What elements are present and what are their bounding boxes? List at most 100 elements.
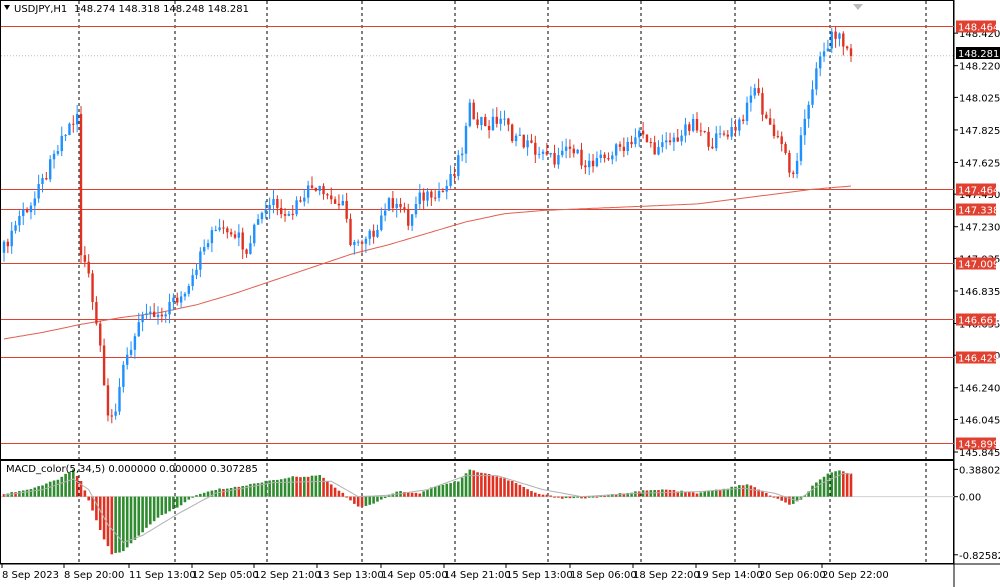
macd-bar[interactable] — [199, 493, 202, 497]
candle-bull[interactable] — [114, 411, 117, 416]
macd-bar[interactable] — [572, 496, 576, 499]
candle-bull[interactable] — [414, 204, 418, 215]
macd-bar[interactable] — [314, 475, 318, 497]
macd-bar[interactable] — [483, 473, 487, 497]
candle-bull[interactable] — [838, 33, 841, 39]
macd-bar[interactable] — [453, 481, 456, 497]
macd-bar[interactable] — [422, 491, 425, 497]
candle-bull[interactable] — [499, 118, 502, 124]
candle-bull[interactable] — [634, 137, 637, 145]
macd-bar[interactable] — [741, 485, 745, 497]
macd-bar[interactable] — [791, 496, 795, 504]
candle-bear[interactable] — [607, 158, 610, 160]
candle-bear[interactable] — [291, 213, 294, 215]
macd-bar[interactable] — [206, 491, 210, 497]
candle-bull[interactable] — [822, 51, 826, 57]
candle-bull[interactable] — [68, 123, 71, 135]
candle-bear[interactable] — [434, 197, 437, 199]
macd-bar[interactable] — [179, 496, 183, 506]
macd-bar[interactable] — [33, 487, 37, 497]
candle-bear[interactable] — [522, 134, 525, 148]
candle-bull[interactable] — [172, 297, 175, 302]
macd-bar[interactable] — [72, 469, 75, 497]
macd-bar[interactable] — [183, 496, 187, 503]
candle-bull[interactable] — [410, 214, 414, 226]
candle-bear[interactable] — [668, 140, 672, 143]
macd-bar[interactable] — [634, 491, 637, 497]
macd-bar[interactable] — [757, 489, 760, 497]
candle-bull[interactable] — [129, 349, 133, 355]
symbol-label[interactable]: USDJPY,H1 — [14, 4, 67, 15]
macd-bar[interactable] — [160, 496, 164, 515]
candle-bull[interactable] — [665, 140, 668, 143]
candle-bull[interactable] — [306, 185, 310, 198]
candle-bull[interactable] — [426, 191, 429, 201]
macd-bar[interactable] — [303, 476, 306, 497]
macd-bar[interactable] — [118, 496, 121, 553]
candle-bear[interactable] — [742, 119, 745, 121]
candle-bull[interactable] — [526, 140, 529, 148]
macd-bar[interactable] — [237, 486, 241, 497]
candle-bear[interactable] — [545, 151, 549, 155]
candle-bull[interactable] — [819, 56, 822, 69]
candle-bull[interactable] — [249, 243, 252, 254]
candle-bull[interactable] — [199, 251, 202, 270]
candle-bear[interactable] — [780, 136, 783, 145]
macd-bar[interactable] — [430, 487, 433, 497]
candle-bull[interactable] — [537, 153, 541, 155]
macd-bar[interactable] — [110, 496, 114, 555]
macd-bar[interactable] — [48, 481, 52, 497]
candle-bear[interactable] — [280, 207, 283, 215]
candle-bull[interactable] — [730, 126, 733, 137]
macd-bar[interactable] — [549, 495, 552, 497]
macd-bar[interactable] — [626, 493, 629, 497]
macd-bar[interactable] — [557, 496, 560, 498]
macd-bar[interactable] — [172, 496, 175, 510]
macd-bar[interactable] — [372, 496, 375, 504]
macd-bar[interactable] — [279, 479, 283, 497]
macd-bar[interactable] — [672, 489, 676, 497]
candle-bull[interactable] — [56, 151, 60, 154]
macd-bar[interactable] — [114, 496, 117, 553]
macd-bar[interactable] — [360, 496, 364, 507]
candle-bear[interactable] — [106, 385, 110, 416]
candle-bull[interactable] — [657, 147, 660, 155]
candle-bear[interactable] — [630, 141, 633, 145]
macd-bar[interactable] — [349, 496, 352, 501]
macd-bar[interactable] — [576, 496, 579, 498]
macd-bar[interactable] — [364, 496, 368, 506]
candle-bear[interactable] — [233, 234, 237, 238]
macd-bar[interactable] — [91, 496, 94, 511]
candle-bull[interactable] — [749, 95, 753, 103]
macd-bar[interactable] — [68, 471, 71, 497]
candle-bull[interactable] — [691, 118, 695, 131]
chart-shift-marker-icon[interactable] — [853, 4, 863, 10]
candle-bear[interactable] — [176, 297, 179, 303]
candle-bear[interactable] — [703, 131, 706, 133]
macd-bar[interactable] — [380, 496, 383, 500]
candle-bull[interactable] — [595, 158, 599, 167]
macd-bar[interactable] — [568, 496, 572, 499]
candle-bear[interactable] — [757, 88, 760, 94]
macd-bar[interactable] — [795, 496, 799, 502]
candle-bear[interactable] — [834, 31, 837, 39]
macd-bar[interactable] — [202, 492, 206, 497]
macd-bar[interactable] — [318, 475, 321, 497]
macd-bar[interactable] — [25, 489, 29, 497]
macd-bar[interactable] — [491, 475, 495, 497]
macd-bar[interactable] — [495, 476, 499, 497]
macd-bar[interactable] — [272, 479, 275, 497]
macd-bar[interactable] — [472, 470, 475, 497]
macd-bar[interactable] — [834, 471, 837, 497]
macd-bar[interactable] — [815, 482, 818, 497]
candle-bull[interactable] — [295, 200, 298, 215]
candle-bear[interactable] — [322, 186, 325, 195]
macd-bar[interactable] — [264, 480, 268, 497]
macd-bar[interactable] — [98, 496, 102, 531]
candle-bull[interactable] — [214, 229, 217, 231]
candle-bear[interactable] — [722, 133, 726, 135]
macd-bar[interactable] — [141, 496, 144, 533]
macd-bar[interactable] — [175, 496, 179, 508]
candle-bull[interactable] — [133, 336, 137, 350]
candle-bear[interactable] — [72, 123, 75, 125]
